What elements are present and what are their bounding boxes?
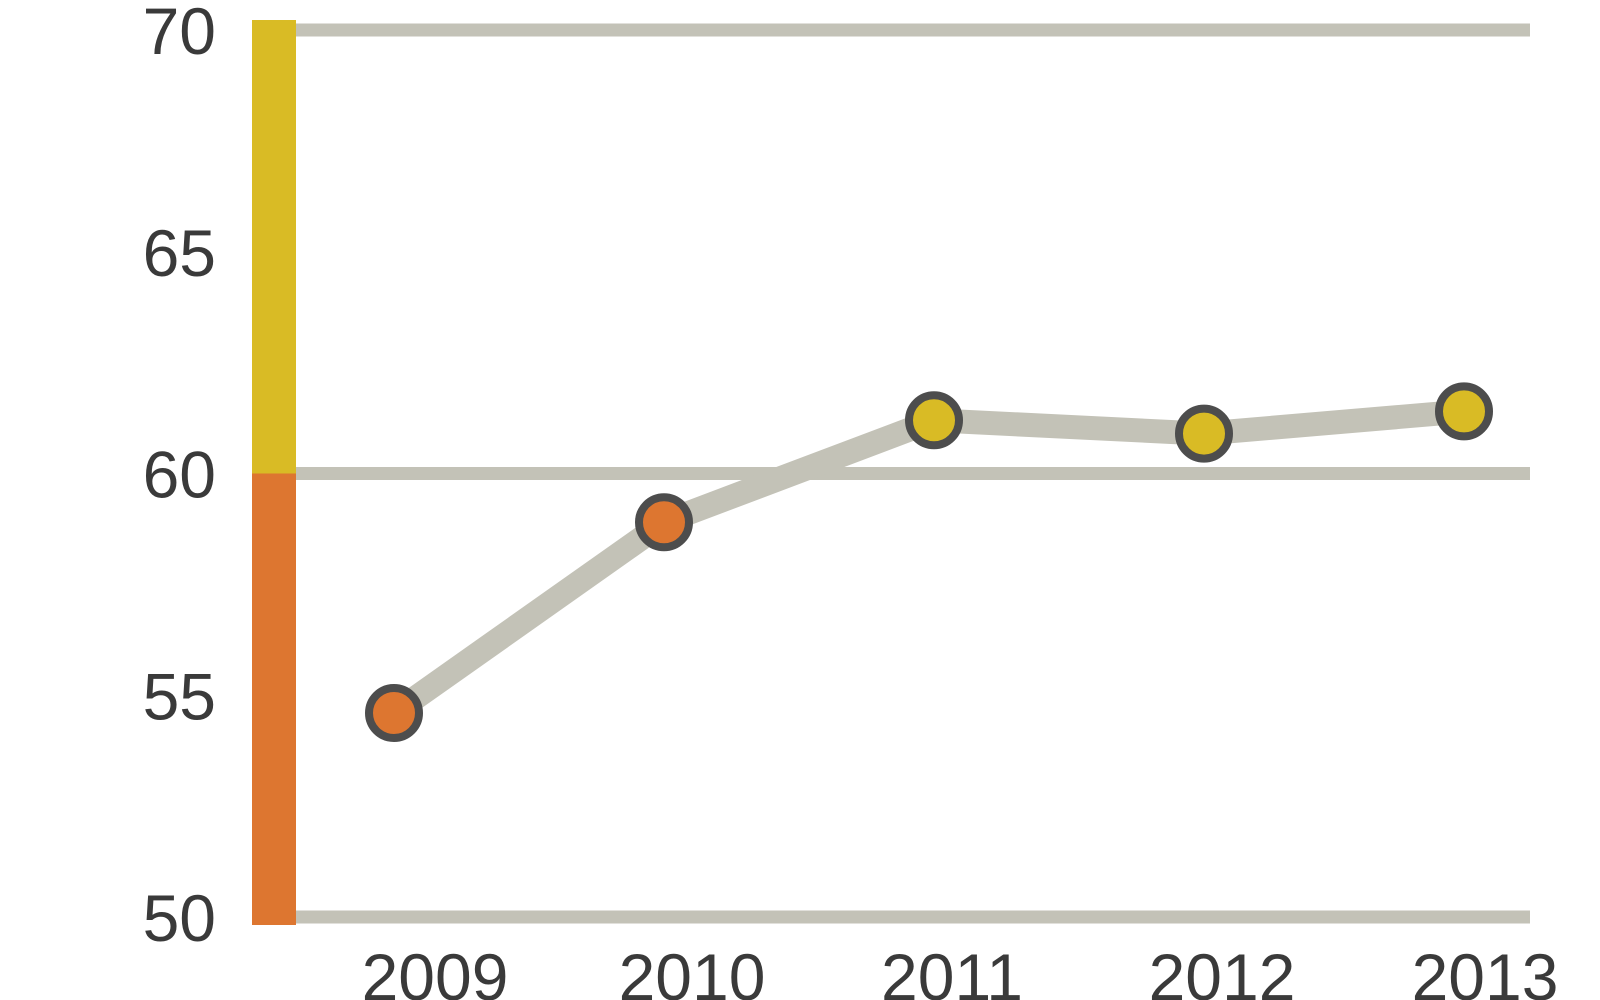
y-tick-label-60: 60 — [143, 438, 216, 512]
series-points — [365, 382, 1493, 742]
gridlines — [296, 23, 1530, 924]
y-tick-label-55: 55 — [143, 659, 216, 733]
y-tick-label-70: 70 — [143, 0, 216, 68]
data-point-2010 — [635, 493, 693, 552]
y-tick-label-65: 65 — [143, 216, 216, 290]
x-tick-label-2012: 2012 — [1149, 940, 1296, 1000]
band-above-threshold — [252, 20, 296, 474]
x-tick-label-2009: 2009 — [362, 940, 509, 1000]
data-point-2011 — [905, 391, 963, 450]
x-axis-ticks: 2009 2010 2011 2012 2013 — [362, 940, 1559, 1000]
x-tick-label-2013: 2013 — [1412, 940, 1559, 1000]
y-axis-ticks: 50 55 60 65 70 — [143, 0, 216, 955]
x-tick-label-2010: 2010 — [619, 940, 766, 1000]
data-point-2013 — [1435, 382, 1493, 441]
series-line-path — [382, 399, 1476, 725]
data-point-2009 — [365, 683, 423, 742]
band-below-threshold — [252, 473, 296, 925]
series-line — [382, 399, 1476, 725]
x-tick-label-2011: 2011 — [881, 940, 1023, 1000]
y-tick-label-50: 50 — [143, 881, 216, 955]
data-point-2012 — [1175, 404, 1233, 463]
threshold-band — [252, 20, 296, 925]
